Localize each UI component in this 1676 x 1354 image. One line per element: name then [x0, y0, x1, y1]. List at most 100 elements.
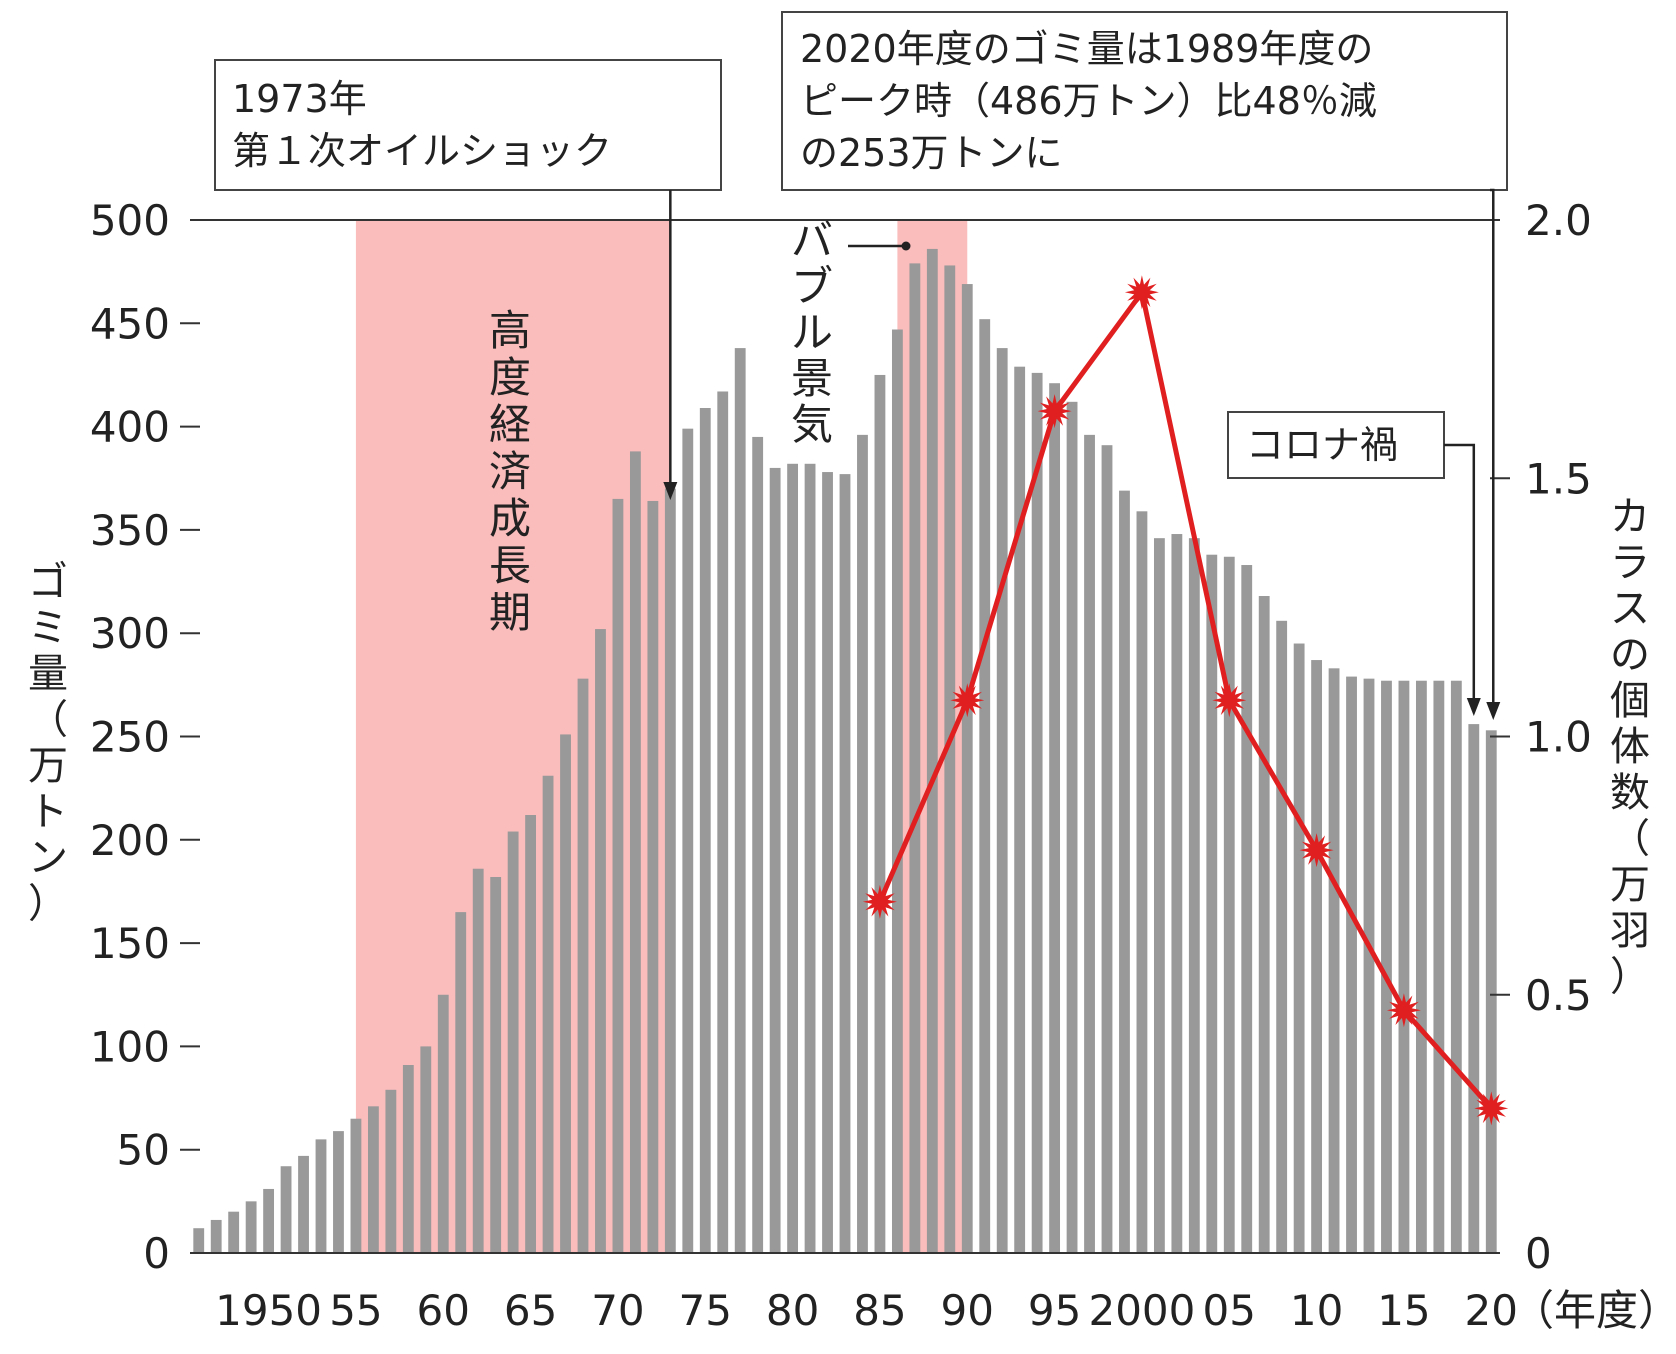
- right-axis-title-char-9: 羽: [1610, 908, 1650, 954]
- crow-marker-2010: [1299, 833, 1334, 868]
- right-axis-title-char-6: 数: [1610, 770, 1650, 816]
- x-tick-label-20: 20: [1465, 1286, 1518, 1335]
- bar-2012: [1346, 676, 1357, 1253]
- bar-1994: [1031, 372, 1043, 1253]
- crow-marker-1985: [862, 884, 897, 919]
- bar-1989: [944, 265, 956, 1253]
- period-label-high-growth-char-5: 長: [489, 541, 531, 590]
- x-unit-label: （年度）: [1512, 1286, 1676, 1335]
- bar-1958: [402, 1064, 414, 1253]
- bar-2006: [1241, 565, 1253, 1253]
- bar-1962: [472, 868, 484, 1253]
- x-tick-label-65: 65: [504, 1286, 557, 1335]
- bar-1983: [839, 474, 851, 1253]
- x-tick-label-85: 85: [853, 1286, 906, 1335]
- bar-1982: [822, 472, 833, 1253]
- bar-1978: [752, 436, 764, 1253]
- left-axis-title-char-7: ）: [28, 881, 68, 927]
- left-tick-label-400: 400: [90, 403, 170, 452]
- bar-1948: [228, 1211, 240, 1253]
- bar-1981: [804, 463, 816, 1254]
- axes: [180, 219, 1510, 1254]
- period-label-high-growth-char-2: 経: [489, 400, 531, 449]
- right-axis-title-char-5: 体: [1610, 724, 1650, 770]
- bar-1965: [525, 815, 537, 1253]
- bar-1990: [961, 284, 973, 1253]
- bar-2008: [1276, 620, 1288, 1253]
- x-tick-label-60: 60: [417, 1286, 470, 1335]
- bar-1956: [367, 1106, 379, 1253]
- annotation-text-oil-1: 第１次オイルショック: [232, 129, 612, 173]
- left-tick-label-0: 0: [143, 1229, 170, 1278]
- period-label-high-growth-char-0: 高: [489, 306, 531, 355]
- x-tick-label-90: 90: [941, 1286, 994, 1335]
- annotation-box-corona: [1227, 411, 1445, 479]
- bar-1953: [315, 1139, 327, 1253]
- bar-1988: [926, 248, 938, 1253]
- bar-2013: [1363, 678, 1375, 1253]
- right-axis-title-char-8: 万: [1610, 862, 1650, 908]
- bar-2009: [1293, 643, 1305, 1253]
- bar-1974: [682, 428, 694, 1253]
- bar-1999: [1119, 490, 1130, 1253]
- period-label-bubble-char-1: ブ: [791, 262, 833, 311]
- bar-2020: [1485, 730, 1497, 1253]
- bubble-pointer-dot: [901, 241, 911, 251]
- bar-1957: [385, 1089, 397, 1253]
- bar-1992: [996, 348, 1008, 1253]
- left-tick-label-200: 200: [90, 816, 170, 865]
- bar-2000: [1136, 511, 1148, 1253]
- bar-1947: [210, 1219, 222, 1253]
- right-axis-title-char-3: の: [1610, 632, 1650, 678]
- annotation-text-oil-0: 1973年: [232, 77, 367, 121]
- bar-1971: [629, 451, 641, 1254]
- x-tick-label-95: 95: [1028, 1286, 1081, 1335]
- annotation-text-peak-0: 2020年度のゴミ量は1989年度の: [800, 27, 1373, 71]
- bar-2016: [1415, 680, 1427, 1253]
- bar-1998: [1101, 445, 1113, 1254]
- bar-2014: [1381, 680, 1392, 1253]
- x-tick-label-1950: 1950: [215, 1286, 322, 1335]
- left-axis-title-char-3: （: [28, 697, 68, 743]
- left-axis-title-char-1: ミ: [28, 605, 68, 651]
- left-tick-label-100: 100: [90, 1022, 170, 1071]
- bar-1980: [787, 463, 799, 1254]
- bar-1973: [664, 488, 676, 1254]
- bar-1984: [857, 434, 868, 1253]
- bar-1946: [193, 1228, 205, 1253]
- period-label-bubble-char-3: 景: [791, 354, 833, 403]
- crow-marker-1990: [950, 683, 985, 718]
- left-axis-title-char-6: ン: [28, 835, 68, 881]
- right-axis-title-char-7: （: [1610, 816, 1650, 862]
- right-axis-title-char-10: ）: [1610, 954, 1650, 1000]
- bar-1966: [542, 775, 554, 1253]
- crow-line: [862, 275, 1509, 1126]
- bar-2007: [1258, 596, 1270, 1253]
- period-label-high-growth-char-6: 期: [489, 588, 531, 637]
- labels: 05010015020025030035040045050000.51.01.5…: [28, 196, 1676, 1335]
- bar-2019: [1468, 724, 1480, 1253]
- bar-1986: [891, 329, 903, 1253]
- bar-1954: [333, 1131, 344, 1253]
- crow-line-path: [877, 289, 1494, 1111]
- annotation-text-peak-2: の253万トンに: [800, 131, 1063, 175]
- left-axis-title: ゴミ量（万トン）: [28, 559, 68, 927]
- right-axis-title-char-4: 個: [1610, 678, 1650, 724]
- bar-1996: [1066, 401, 1078, 1254]
- bar-1972: [647, 500, 659, 1253]
- peak-arrow-line: [1490, 188, 1495, 704]
- corona-arrow-head: [1466, 698, 1481, 716]
- period-label-high-growth-char-3: 済: [489, 447, 531, 496]
- left-axis-title-char-2: 量: [28, 651, 68, 697]
- left-tick-label-150: 150: [90, 919, 170, 968]
- bar-1955: [350, 1118, 362, 1253]
- bar-2018: [1450, 680, 1462, 1253]
- x-tick-label-15: 15: [1377, 1286, 1430, 1335]
- crow-marker-2000: [1124, 275, 1159, 310]
- bar-1997: [1084, 434, 1095, 1253]
- oil-arrow-head: [663, 482, 678, 500]
- x-tick-label-2000: 2000: [1088, 1286, 1195, 1335]
